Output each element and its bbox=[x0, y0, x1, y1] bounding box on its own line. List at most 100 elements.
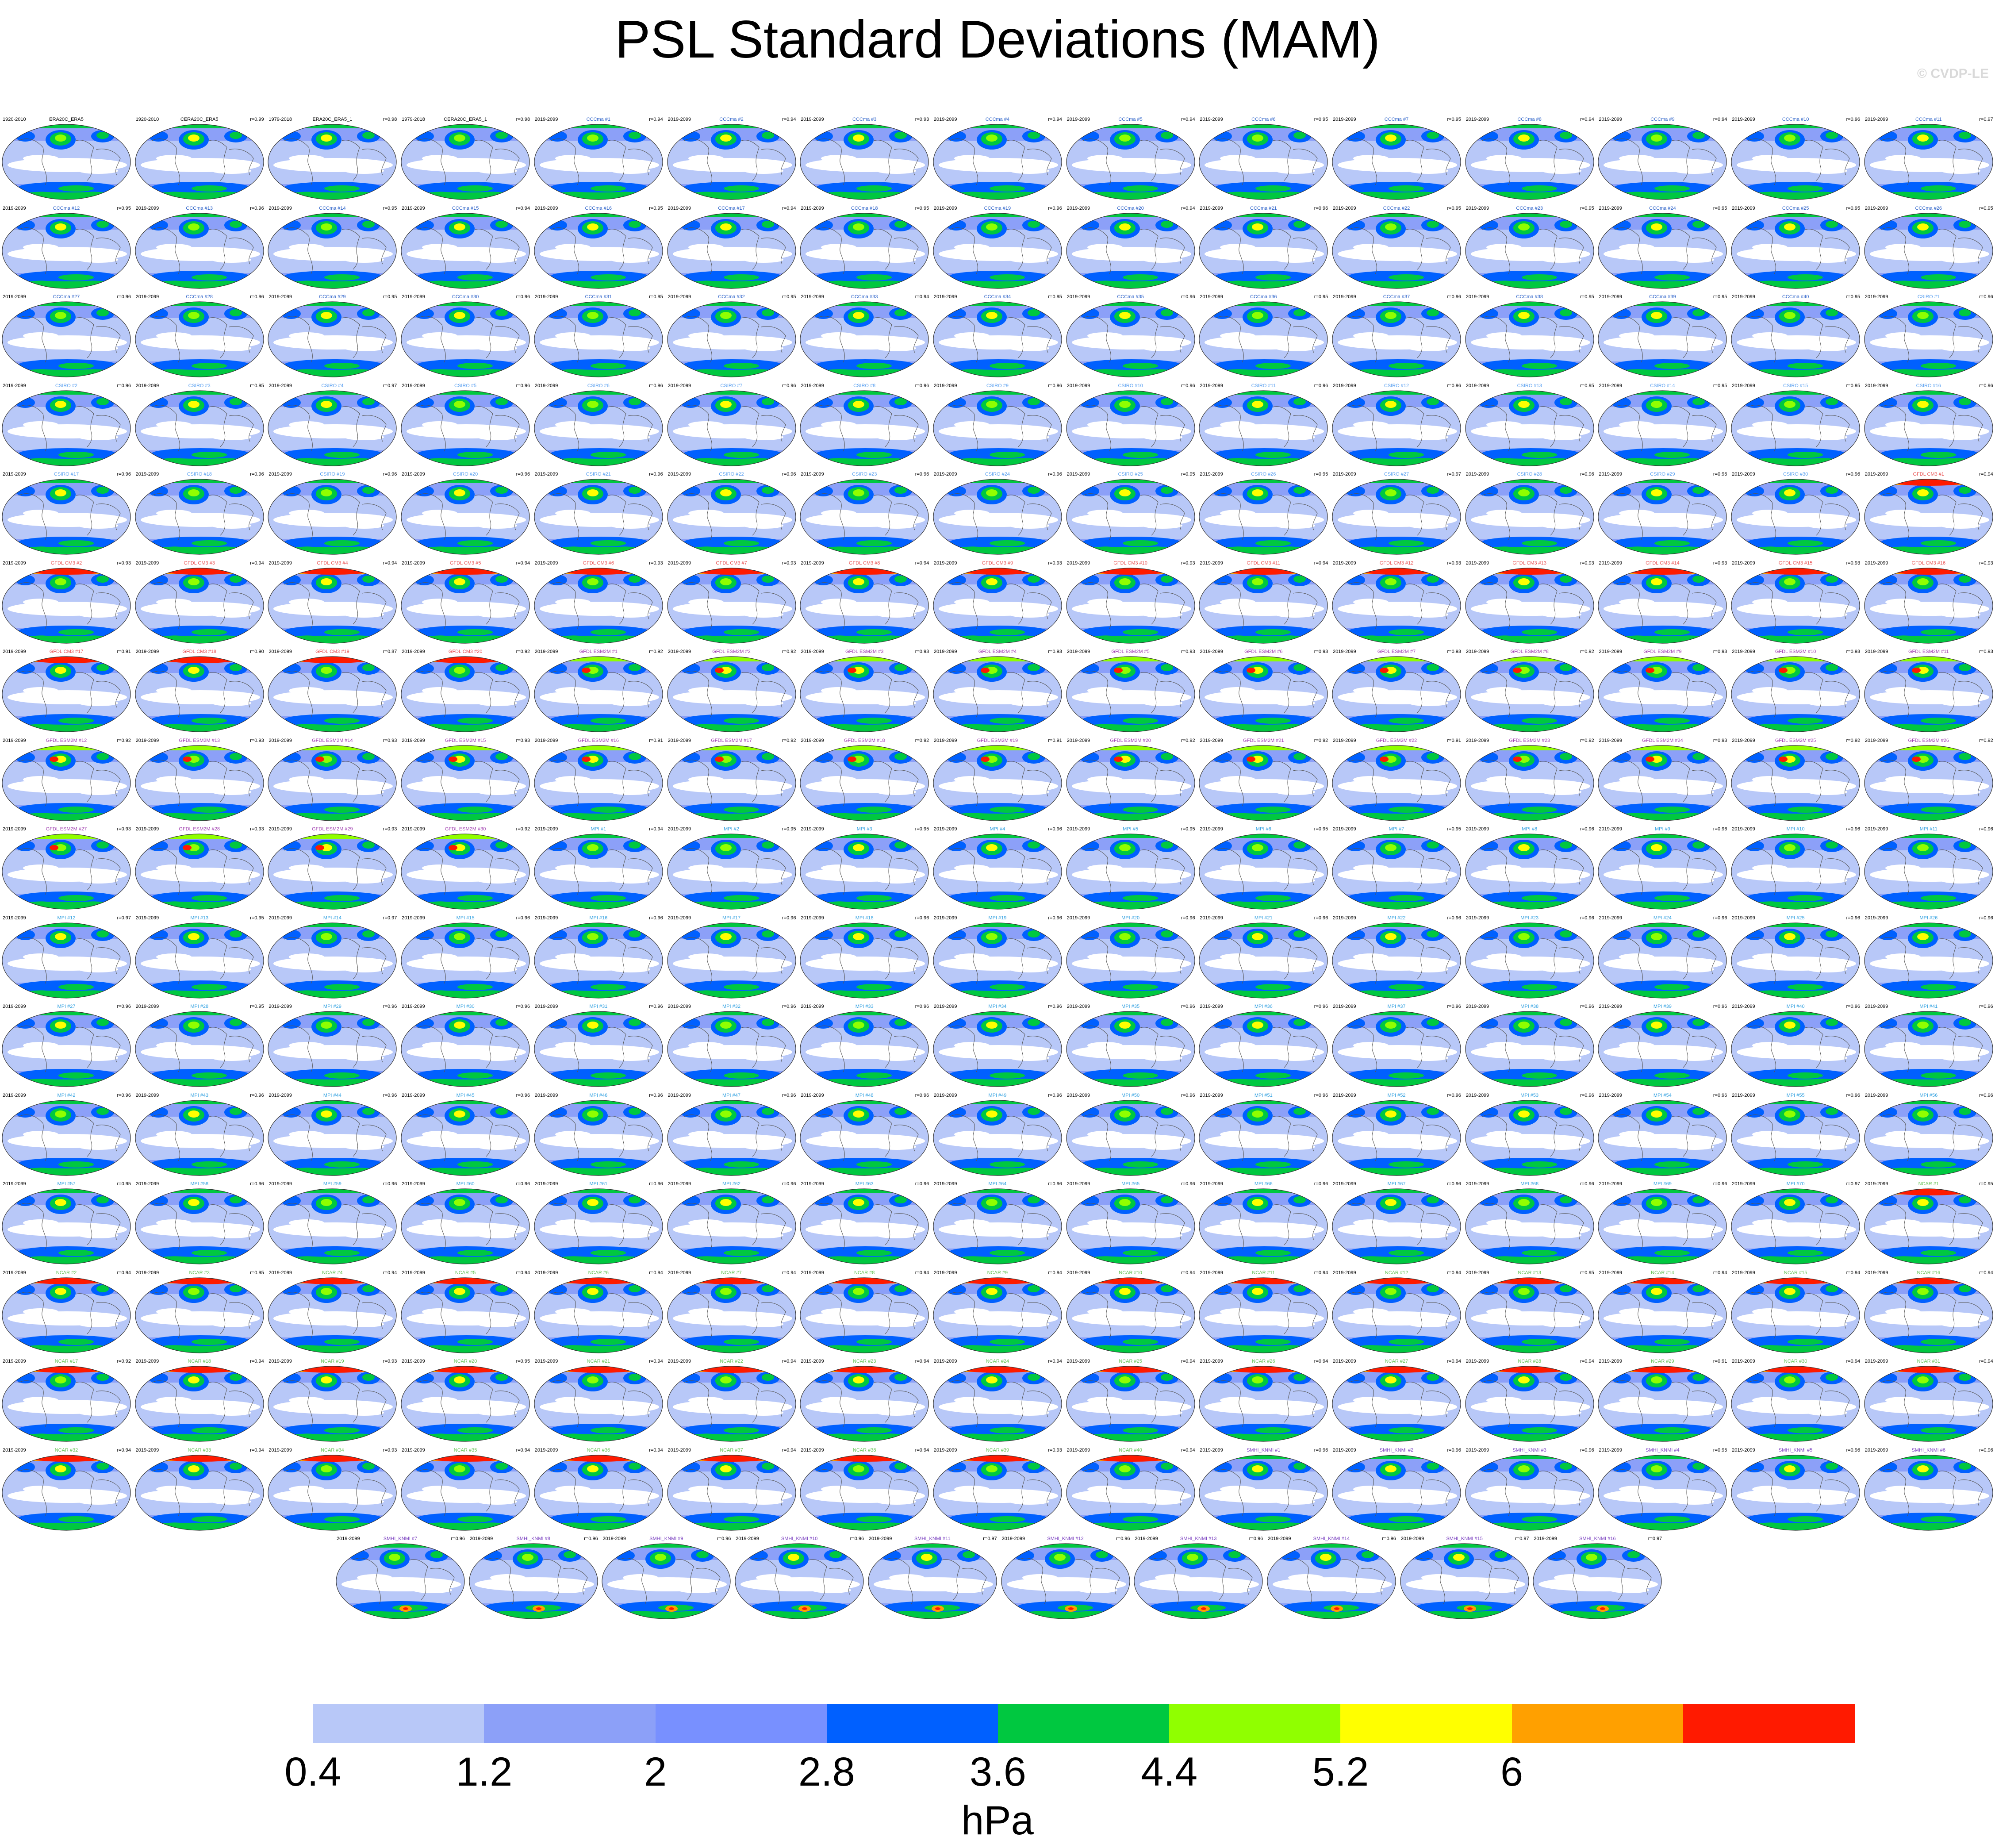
map-panel: 2019-2099 CCCma #22 r=0.95 bbox=[1331, 206, 1462, 290]
panel-period-label: 2019-2099 bbox=[801, 1004, 824, 1009]
map-panel: 2019-2099 MPI #27 r=0.96 bbox=[1, 1004, 132, 1088]
panel-period-label: 2019-2099 bbox=[1200, 1359, 1223, 1364]
map-plot bbox=[2, 567, 131, 644]
panel-member-label: CCCma #36 bbox=[1250, 294, 1277, 300]
map-panel: 2019-2099 GFDL ESM2M #3 r=0.93 bbox=[799, 649, 930, 733]
map-plot bbox=[268, 834, 397, 910]
map-plot bbox=[401, 124, 530, 200]
map-plot bbox=[602, 1543, 731, 1619]
panel-correlation-label: r=0.96 bbox=[782, 1004, 796, 1009]
panel-member-label: MPI #68 bbox=[1520, 1181, 1539, 1187]
map-panel: 2019-2099 GFDL ESM2M #18 r=0.92 bbox=[799, 738, 930, 822]
panel-correlation-label: r=0.96 bbox=[1181, 915, 1195, 921]
map-panel: 2019-2099 NCAR #26 r=0.94 bbox=[1198, 1359, 1329, 1443]
panel-member-label: GFDL ESM2M #27 bbox=[46, 826, 87, 832]
panel-member-label: CCCma #4 bbox=[985, 117, 1010, 122]
map-plot bbox=[933, 1188, 1062, 1264]
map-plot bbox=[2, 1277, 131, 1353]
panel-correlation-label: r=0.96 bbox=[1314, 1092, 1328, 1098]
map-panel: 2019-2099 GFDL ESM2M #8 r=0.92 bbox=[1464, 649, 1595, 733]
map-plot bbox=[1267, 1543, 1396, 1619]
map-panel: 2019-2099 CSIRO #23 r=0.96 bbox=[799, 472, 930, 556]
panel-correlation-label: r=0.96 bbox=[782, 383, 796, 388]
panel-correlation-label: r=0.94 bbox=[516, 205, 530, 211]
panel-member-label: CSIRO #8 bbox=[853, 383, 876, 388]
map-panel: 2019-2099 CCCma #21 r=0.96 bbox=[1198, 206, 1329, 290]
panel-member-label: GFDL ESM2M #3 bbox=[845, 649, 884, 654]
map-plot bbox=[933, 656, 1062, 732]
map-plot bbox=[800, 1099, 929, 1176]
panel-correlation-label: r=0.96 bbox=[915, 915, 929, 921]
map-panel: 2019-2099 CCCma #28 r=0.96 bbox=[134, 294, 265, 378]
panel-correlation-label: r=0.94 bbox=[1048, 1359, 1062, 1364]
panel-correlation-label: r=0.96 bbox=[1314, 383, 1328, 388]
panel-member-label: MPI #63 bbox=[855, 1181, 874, 1187]
panel-period-label: 2019-2099 bbox=[933, 1447, 957, 1453]
map-plot bbox=[667, 301, 796, 377]
panel-correlation-label: r=0.93 bbox=[1580, 560, 1594, 566]
map-plot bbox=[401, 745, 530, 821]
map-panel: 2019-2099 CCCma #2 r=0.94 bbox=[666, 117, 797, 201]
panel-correlation-label: r=0.96 bbox=[1181, 294, 1195, 300]
map-plot bbox=[135, 745, 264, 821]
colorbar-swatch bbox=[142, 1704, 314, 1743]
panel-member-label: CSIRO #23 bbox=[852, 472, 877, 477]
panel-member-label: MPI #24 bbox=[1653, 915, 1672, 921]
panel-member-label: NCAR #24 bbox=[986, 1359, 1009, 1364]
panel-period-label: 2019-2099 bbox=[1732, 1092, 1755, 1098]
panel-member-label: GFDL CM3 #17 bbox=[49, 649, 84, 654]
panel-member-label: CCCma #21 bbox=[1250, 205, 1277, 211]
map-panel: 2019-2099 GFDL ESM2M #17 r=0.92 bbox=[666, 738, 797, 822]
panel-correlation-label: r=0.96 bbox=[1846, 915, 1861, 921]
panel-member-label: CCCma #34 bbox=[984, 294, 1011, 300]
panel-member-label: GFDL ESM2M #29 bbox=[312, 826, 353, 832]
panel-member-label: MPI #59 bbox=[323, 1181, 341, 1187]
panel-member-label: GFDL ESM2M #30 bbox=[445, 826, 486, 832]
panel-member-label: GFDL CM3 #16 bbox=[1911, 560, 1946, 566]
panel-member-label: MPI #25 bbox=[1786, 915, 1805, 921]
panel-correlation-label: r=0.93 bbox=[383, 1359, 397, 1364]
map-panel: 2019-2099 SMHI_KNMI #5 r=0.96 bbox=[1730, 1448, 1861, 1532]
panel-correlation-label: r=0.93 bbox=[1846, 560, 1861, 566]
panel-period-label: 2019-2099 bbox=[534, 1447, 558, 1453]
panel-member-label: GFDL ESM2M #4 bbox=[978, 649, 1017, 654]
map-plot bbox=[1001, 1543, 1130, 1619]
map-panel: 2019-2099 CCCma #29 r=0.95 bbox=[267, 294, 398, 378]
map-plot bbox=[667, 1099, 796, 1176]
panel-correlation-label: r=0.93 bbox=[1713, 560, 1727, 566]
map-plot bbox=[1533, 1543, 1662, 1619]
panel-member-label: MPI #12 bbox=[57, 915, 76, 921]
map-plot bbox=[1332, 745, 1461, 821]
panel-correlation-label: r=0.93 bbox=[915, 649, 929, 654]
map-panel: 2019-2099 GFDL CM3 #4 r=0.94 bbox=[267, 561, 398, 645]
panel-member-label: NCAR #15 bbox=[1784, 1270, 1807, 1276]
panel-period-label: 2019-2099 bbox=[1333, 1270, 1356, 1276]
map-panel: 2019-2099 GFDL ESM2M #23 r=0.92 bbox=[1464, 738, 1595, 822]
panel-member-label: NCAR #13 bbox=[1518, 1270, 1541, 1276]
panel-member-label: CCCma #23 bbox=[1516, 205, 1543, 211]
map-panel: 2019-2099 CCCma #15 r=0.94 bbox=[400, 206, 531, 290]
map-panel: 2019-2099 CCCma #19 r=0.96 bbox=[932, 206, 1063, 290]
panel-correlation-label: r=0.92 bbox=[1979, 738, 1993, 743]
panel-period-label: 2019-2099 bbox=[801, 649, 824, 654]
panel-correlation-label: r=0.96 bbox=[1846, 117, 1861, 122]
panel-period-label: 2019-2099 bbox=[269, 383, 292, 388]
map-plot bbox=[1731, 479, 1860, 555]
map-panel: 2019-2099 GFDL CM3 #15 r=0.93 bbox=[1730, 561, 1861, 645]
map-plot bbox=[800, 1011, 929, 1087]
map-plot bbox=[1066, 479, 1195, 555]
map-plot bbox=[401, 212, 530, 289]
panel-member-label: NCAR #3 bbox=[189, 1270, 210, 1276]
panel-period-label: 2019-2099 bbox=[1599, 472, 1622, 477]
map-panel: 2019-2099 NCAR #31 r=0.94 bbox=[1863, 1359, 1994, 1443]
map-panel: 2019-2099 CCCma #1 r=0.94 bbox=[533, 117, 664, 201]
map-panel: 2019-2099 GFDL ESM2M #4 r=0.93 bbox=[932, 649, 1063, 733]
panel-member-label: NCAR #31 bbox=[1917, 1359, 1941, 1364]
panel-correlation-label: r=0.94 bbox=[1979, 1359, 1993, 1364]
map-plot bbox=[268, 212, 397, 289]
panel-correlation-label: r=0.96 bbox=[1181, 1092, 1195, 1098]
map-panel: 2019-2099 CCCma #40 r=0.95 bbox=[1730, 294, 1861, 378]
panel-period-label: 2019-2099 bbox=[736, 1536, 759, 1541]
panel-member-label: CSIRO #4 bbox=[321, 383, 344, 388]
colorbar-tick-label: 2 bbox=[644, 1749, 667, 1794]
